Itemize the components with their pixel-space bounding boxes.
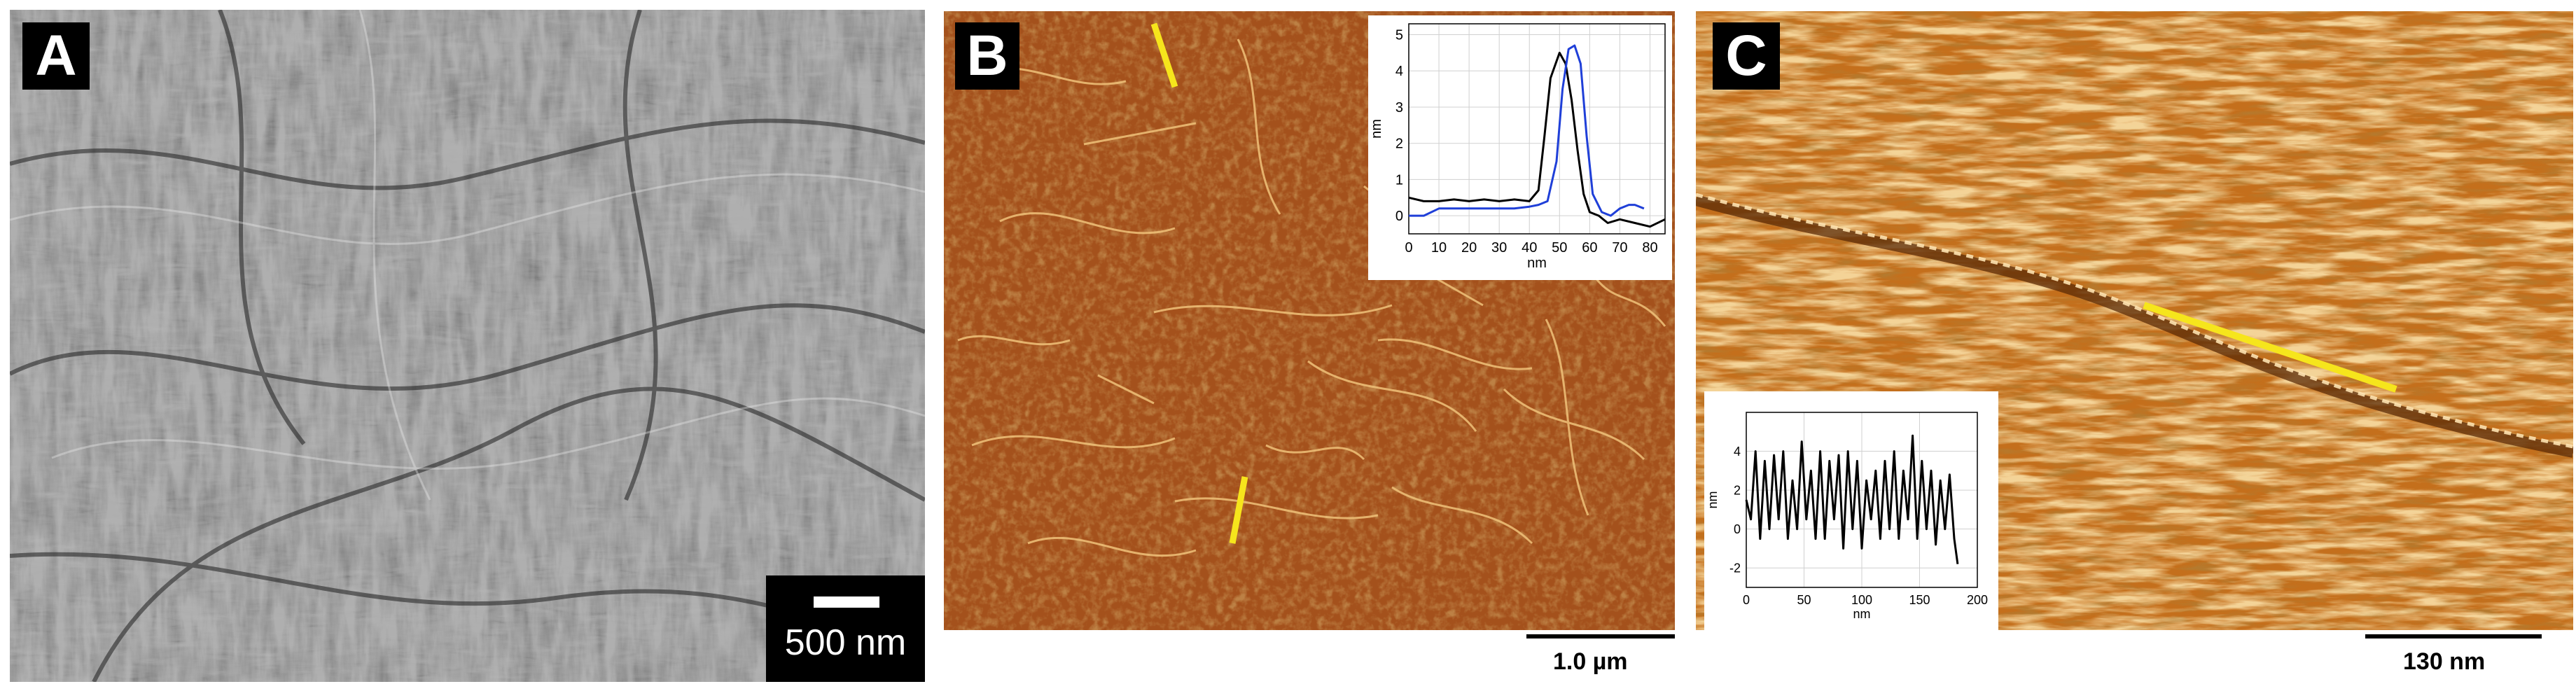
panel-b-inset-ytick-label: 3 <box>1395 100 1403 116</box>
panel-b-profile-line-1 <box>1150 22 1178 88</box>
panel-b-inset-xtick-label: 80 <box>1642 240 1657 256</box>
panel-b-inset-series-line-1 <box>1408 51 1666 228</box>
panel-c-inset-ylabel: nm <box>1706 491 1720 508</box>
panel-b-inset-frame <box>1408 23 1666 235</box>
panel-b-inset-xtick-label: 40 <box>1522 240 1537 256</box>
panel-c-inset-chart: 0 50 100 150 200 -2 0 2 4 nm nm <box>1704 391 1998 630</box>
panel-c-inset-xtick-label: 100 <box>1851 593 1872 607</box>
panel-a-letter: A <box>22 22 90 90</box>
panel-b-inset-xtick-label: 50 <box>1552 240 1567 256</box>
panel-b-letter: B <box>955 22 1019 90</box>
panel-c-inset-series-line-1 <box>1745 434 1959 564</box>
panel-b-inset-xtick-label: 10 <box>1431 240 1447 256</box>
panel-c-inset-svg: 0 50 100 150 200 -2 0 2 4 nm nm <box>1706 412 1988 621</box>
panel-b-inset-xtick-label: 30 <box>1491 240 1507 256</box>
panel-c-fibril <box>1696 195 2573 458</box>
panel-c-inset-xtick-label: 50 <box>1797 593 1811 607</box>
panel-c-inset-xtick-label: 150 <box>1909 593 1930 607</box>
panel-a-scalebar-box: 500 nm <box>766 575 925 682</box>
panel-a-scalebar-label: 500 nm <box>784 622 907 663</box>
panel-b-profile-line-2 <box>1229 476 1248 544</box>
panel-b-inset-ytick-label: 5 <box>1395 28 1403 43</box>
panel-c-inset-xtick-label: 200 <box>1967 593 1988 607</box>
panel-b-inset-xtick-label: 0 <box>1405 240 1412 256</box>
panel-b-scalebar-label: 1.0 µm <box>1553 648 1628 675</box>
panel-b-inset-ylabel: nm <box>1369 119 1384 139</box>
panel-b-inset-xtick-label: 20 <box>1461 240 1477 256</box>
panel-b-inset-xtick-label: 60 <box>1582 240 1597 256</box>
panel-b-inset-xlabel: nm <box>1527 256 1547 271</box>
panel-c-inset-xlabel: nm <box>1853 607 1870 621</box>
panel-c-inset-ytick-label: -2 <box>1729 561 1741 575</box>
panel-a-image <box>10 10 925 682</box>
panel-a-micrograph: A 500 nm <box>10 10 925 682</box>
panel-c-inset-ytick-label: 0 <box>1734 522 1741 536</box>
panel-b-inset-ytick-label: 0 <box>1395 209 1403 224</box>
panel-c-inset-ytick-label: 2 <box>1734 483 1741 497</box>
panel-b-inset-chart: 0 10 20 30 40 50 60 70 80 0 1 2 3 4 5 nm nm <box>1368 15 1672 280</box>
panel-b-inset-svg: 0 10 20 30 40 50 60 70 80 0 1 2 3 4 5 nm nm <box>1369 23 1666 271</box>
panel-c-inset-xtick-label: 0 <box>1743 593 1750 607</box>
panel-b-afm-image: B 0 10 20 30 40 50 60 70 80 0 1 2 3 4 5 nm nm <box>944 11 1675 630</box>
panel-c-inset-ytick-label: 4 <box>1734 445 1741 459</box>
panel-b-inset-ytick-label: 2 <box>1395 137 1403 152</box>
panel-b-scalebar <box>1526 634 1675 638</box>
panel-b-inset-series-line-2 <box>1409 44 1645 217</box>
panel-b-inset-ytick-label: 1 <box>1395 172 1403 188</box>
panel-c-afm-image: C 0 50 100 150 200 -2 0 2 4 nm nm <box>1696 11 2573 630</box>
panel-b-inset-xtick-label: 70 <box>1612 240 1627 256</box>
panel-c-scalebar-label: 130 nm <box>2403 648 2486 675</box>
panel-b-inset-ytick-label: 4 <box>1395 64 1403 79</box>
panel-c-letter: C <box>1713 22 1780 90</box>
panel-a-scalebar <box>814 596 879 608</box>
panel-c-profile-line <box>2143 302 2397 393</box>
panel-c-scalebar <box>2365 634 2542 638</box>
